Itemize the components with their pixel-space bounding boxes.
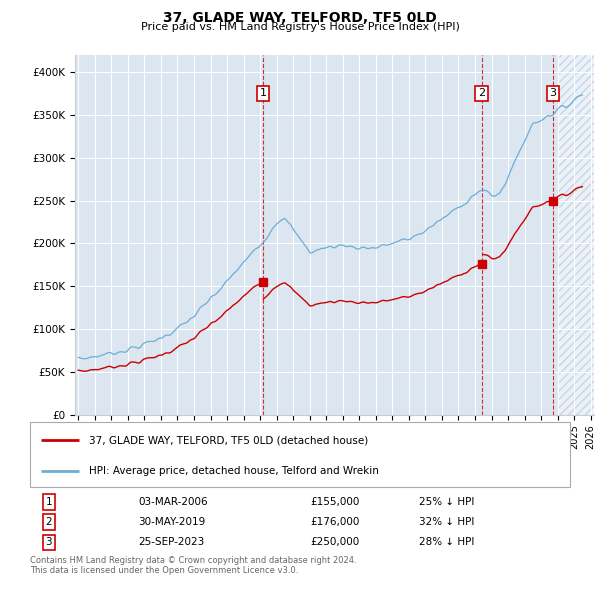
Text: 25% ↓ HPI: 25% ↓ HPI	[419, 497, 474, 507]
Text: £250,000: £250,000	[311, 537, 360, 548]
Bar	[557, 55, 594, 415]
Text: This data is licensed under the Open Government Licence v3.0.: This data is licensed under the Open Gov…	[30, 566, 298, 575]
Text: £155,000: £155,000	[311, 497, 360, 507]
Text: 37, GLADE WAY, TELFORD, TF5 0LD (detached house): 37, GLADE WAY, TELFORD, TF5 0LD (detache…	[89, 435, 368, 445]
FancyBboxPatch shape	[30, 422, 570, 487]
Text: Contains HM Land Registry data © Crown copyright and database right 2024.: Contains HM Land Registry data © Crown c…	[30, 556, 356, 565]
Text: 28% ↓ HPI: 28% ↓ HPI	[419, 537, 474, 548]
Text: £176,000: £176,000	[311, 517, 360, 527]
Text: 25-SEP-2023: 25-SEP-2023	[138, 537, 204, 548]
Text: Price paid vs. HM Land Registry's House Price Index (HPI): Price paid vs. HM Land Registry's House …	[140, 22, 460, 32]
Text: 37, GLADE WAY, TELFORD, TF5 0LD: 37, GLADE WAY, TELFORD, TF5 0LD	[163, 11, 437, 25]
Text: 1: 1	[259, 88, 266, 99]
Text: HPI: Average price, detached house, Telford and Wrekin: HPI: Average price, detached house, Telf…	[89, 466, 379, 476]
Text: 30-MAY-2019: 30-MAY-2019	[138, 517, 205, 527]
Text: 2: 2	[478, 88, 485, 99]
Text: 03-MAR-2006: 03-MAR-2006	[138, 497, 208, 507]
Text: 2: 2	[46, 517, 52, 527]
Text: 1: 1	[46, 497, 52, 507]
Text: 3: 3	[46, 537, 52, 548]
Text: 32% ↓ HPI: 32% ↓ HPI	[419, 517, 474, 527]
Text: 3: 3	[550, 88, 557, 99]
Bar	[557, 55, 594, 415]
